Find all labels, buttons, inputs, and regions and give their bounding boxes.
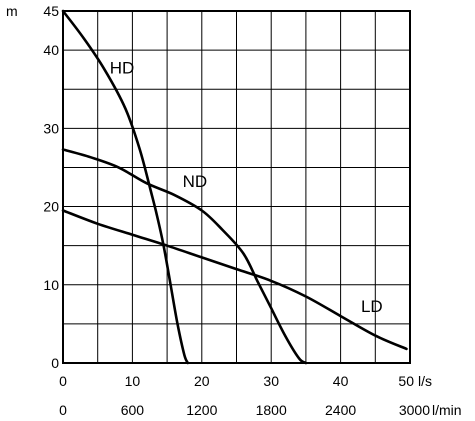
x-tick-label: 50: [398, 373, 414, 389]
y-tick-label: 45: [43, 3, 59, 19]
x2-axis-unit-label: l/min: [432, 402, 462, 418]
curve-ld: [61, 209, 408, 351]
grid-lines: [63, 11, 410, 363]
x-axis-unit-label: l/s: [418, 373, 432, 389]
curve-hd: [61, 9, 190, 365]
x2-tick-label: 1200: [186, 402, 217, 418]
x2-tick-label: 600: [121, 402, 145, 418]
y-tick-label: 20: [43, 199, 59, 215]
tick-labels: 0 10 20 30 40 45 0 10 20 30 40 50 0 600 1200 1800 2400 30…: [43, 3, 430, 418]
curves: HD ND LD: [61, 9, 408, 365]
y-tick-label: 0: [51, 355, 59, 371]
x2-tick-label: 0: [59, 402, 67, 418]
x-tick-label: 10: [125, 373, 141, 389]
labels: m l/s l/min: [6, 3, 462, 418]
curve-label-hd: HD: [110, 59, 135, 78]
y-tick-label: 10: [43, 277, 59, 293]
x-tick-label: 0: [59, 373, 67, 389]
y-axis-unit-label: m: [6, 3, 18, 19]
y-tick-label: 30: [43, 120, 59, 136]
y-tick-label: 40: [43, 42, 59, 58]
x-tick-label: 30: [263, 373, 279, 389]
x2-tick-label: 2400: [325, 402, 356, 418]
x2-tick-label: 3000: [399, 402, 430, 418]
curve-label-ld: LD: [361, 297, 383, 316]
curve-label-nd: ND: [183, 172, 208, 191]
x-tick-label: 20: [194, 373, 210, 389]
x-tick-label: 40: [333, 373, 349, 389]
plot-frame: [62, 10, 411, 364]
x2-tick-label: 1800: [256, 402, 287, 418]
curve-nd: [61, 148, 308, 365]
